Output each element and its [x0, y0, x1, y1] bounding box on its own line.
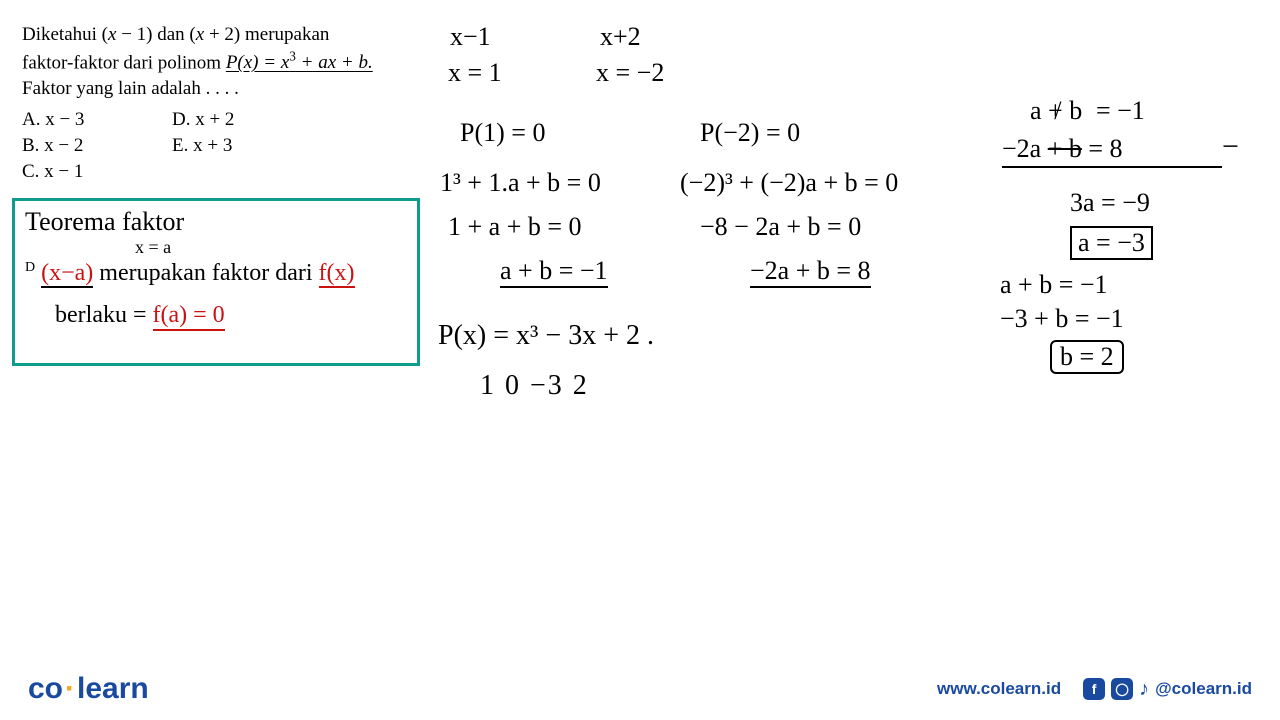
facebook-icon: f [1083, 678, 1105, 700]
logo: co·learn [28, 672, 149, 706]
option-b: B. x − 2 [22, 133, 172, 159]
poly-coef: 1 0 −3 2 [480, 370, 589, 402]
p1-l1: P(1) = 0 [460, 118, 545, 148]
poly-l1: P(x) = x³ − 3x + 2 . [438, 320, 654, 352]
elim-l1: a + b/ = −1 [1030, 96, 1145, 126]
footer-socials: f ◯ ♪ @colearn.id [1083, 678, 1252, 701]
elim-l3: 3a = −9 [1070, 188, 1150, 218]
option-d: D. x + 2 [172, 107, 322, 133]
work-x2-val: x = −2 [596, 58, 664, 88]
theorem-box: Teorema faktor x = a D (x−a) merupakan f… [12, 198, 420, 366]
footer-bar: co·learn www.colearn.id f ◯ ♪ @colearn.i… [0, 664, 1280, 720]
p1-l4: a + b = −1 [500, 256, 608, 288]
p1-l2: 1³ + 1.a + b = 0 [440, 168, 601, 198]
theorem-title: Teorema faktor [25, 207, 407, 237]
theorem-line1: D (x−a) merupakan faktor dari f(x) [25, 260, 407, 288]
theorem-line2: berlaku = f(a) = 0 [55, 302, 407, 330]
p1-l3: 1 + a + b = 0 [448, 212, 582, 242]
option-c: C. x − 1 [22, 159, 172, 185]
instagram-icon: ◯ [1111, 678, 1133, 700]
p2-l3: −8 − 2a + b = 0 [700, 212, 861, 242]
problem-line2: faktor-faktor dari polinom P(x) = x3 + a… [22, 48, 422, 76]
problem-line3: Faktor yang lain adalah . . . . [22, 76, 422, 102]
sub-l2: −3 + b = −1 [1000, 304, 1124, 334]
option-e: E. x + 3 [172, 133, 322, 159]
work-x2: x+2 [600, 22, 641, 52]
footer-handle: @colearn.id [1155, 679, 1252, 699]
theorem-xeq: x = a [135, 237, 407, 258]
elim-l2: −2a + b = 8 [1002, 134, 1182, 164]
problem-line1: Diketahui (x − 1) dan (x + 2) merupakan [22, 22, 422, 48]
problem-text: Diketahui (x − 1) dan (x + 2) merupakan … [22, 22, 422, 184]
work-x1-val: x = 1 [448, 58, 502, 88]
p2-l1: P(−2) = 0 [700, 118, 800, 148]
p2-l4: −2a + b = 8 [750, 256, 871, 288]
option-a: A. x − 3 [22, 107, 172, 133]
tiktok-icon: ♪ [1139, 678, 1149, 701]
elim-minus: − [1222, 130, 1239, 164]
elim-l4: a = −3 [1070, 226, 1153, 260]
sub-l3: b = 2 [1050, 340, 1124, 374]
work-x1: x−1 [450, 22, 491, 52]
options-block: A. x − 3 D. x + 2 B. x − 2 E. x + 3 C. x… [22, 107, 422, 184]
footer-site: www.colearn.id [937, 679, 1061, 699]
sub-l1: a + b = −1 [1000, 270, 1108, 300]
p2-l2: (−2)³ + (−2)a + b = 0 [680, 168, 898, 198]
